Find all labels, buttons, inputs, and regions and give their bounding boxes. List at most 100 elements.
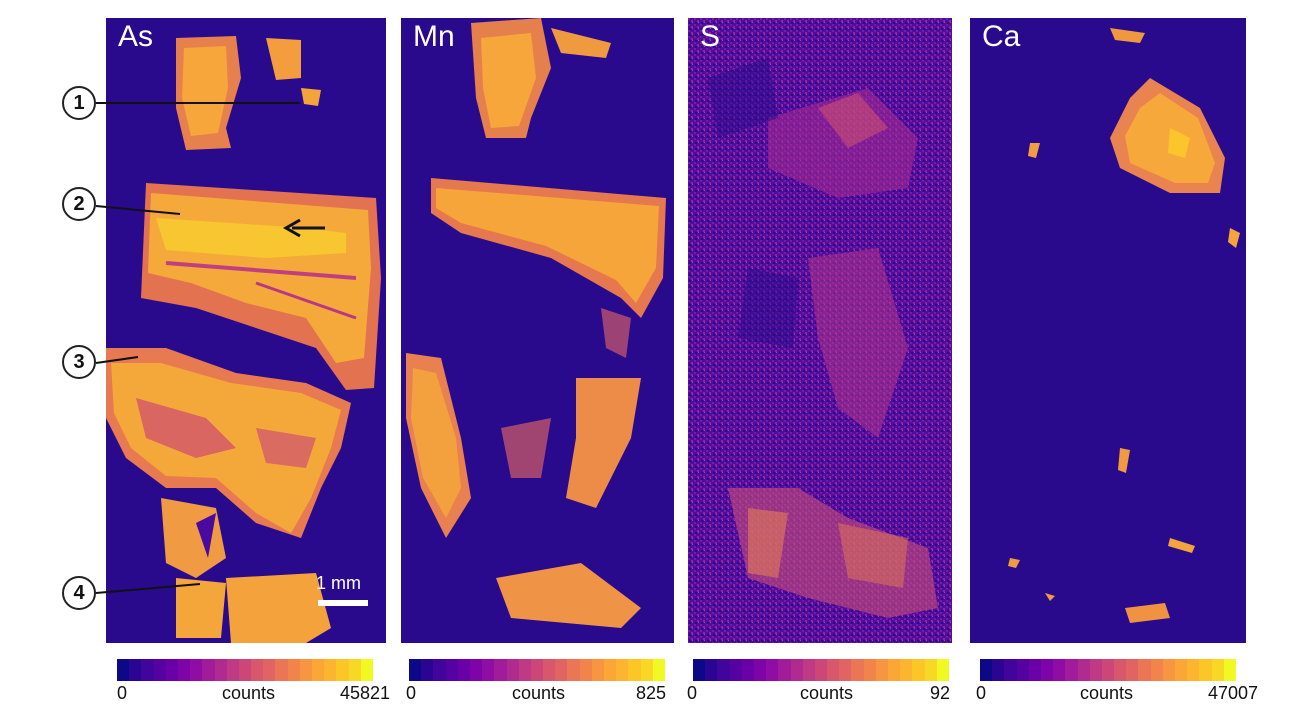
colorbar-segment <box>530 659 544 681</box>
colorbar-segment <box>616 659 629 681</box>
colorbar-segment <box>494 659 507 681</box>
map-panel-mn: Mn <box>401 18 674 643</box>
colorbar-ca-unit: counts <box>1080 683 1134 703</box>
colorbar-segment <box>202 659 215 681</box>
colorbar-segment <box>900 659 913 681</box>
colorbar-segment <box>912 659 925 681</box>
colorbar-s-min: 0 <box>687 683 698 703</box>
colorbar-segment <box>827 659 840 681</box>
colorbar-segment <box>299 659 312 681</box>
colorbar-segment <box>851 659 864 681</box>
colorbar-mn-min: 0 <box>406 683 417 703</box>
colorbar-segment <box>802 659 815 681</box>
colorbar-segment <box>640 659 653 681</box>
colorbar-as-min: 0 <box>117 683 128 703</box>
colorbar-segment <box>1004 659 1017 681</box>
colorbar-segment <box>1089 659 1102 681</box>
colorbar-segment <box>324 659 337 681</box>
colorbar-segment <box>555 659 568 681</box>
colorbar-segment <box>863 659 876 681</box>
panel-label-ca: Ca <box>982 20 1021 53</box>
map-panel-s: S <box>688 18 952 643</box>
colorbar-segment <box>1101 659 1115 681</box>
map-panel-ca: Ca <box>970 18 1246 643</box>
panel-label-s: S <box>700 20 721 53</box>
colorbar-segment <box>628 659 641 681</box>
colorbar-segment <box>153 659 166 681</box>
colorbar-segment <box>433 659 446 681</box>
colorbar-segment <box>360 659 373 681</box>
colorbar-segment <box>1162 659 1175 681</box>
colorbar-segment <box>117 659 130 681</box>
colorbar-segment <box>190 659 203 681</box>
colorbar-segment <box>165 659 178 681</box>
colorbar-segment <box>263 659 276 681</box>
colorbar-segment <box>839 659 852 681</box>
mn-map-image <box>401 18 674 643</box>
colorbar-segment <box>1114 659 1127 681</box>
colorbar-segment <box>1053 659 1066 681</box>
colorbar-s <box>693 659 949 681</box>
colorbar-segment <box>457 659 470 681</box>
as-map-image <box>106 18 386 643</box>
callout-2: 2 <box>62 187 96 221</box>
colorbar-segment <box>445 659 458 681</box>
colorbar-mn-unit: counts <box>512 683 566 703</box>
colorbar-segment <box>814 659 828 681</box>
colorbar-as-unit: counts <box>222 683 276 703</box>
colorbar-segment <box>579 659 592 681</box>
colorbar-segment <box>1150 659 1163 681</box>
callout-1: 1 <box>62 86 96 120</box>
colorbar-segment <box>141 659 154 681</box>
colorbar-segment <box>936 659 949 681</box>
colorbar-segment <box>790 659 803 681</box>
colorbar-segment <box>924 659 937 681</box>
colorbar-segment <box>482 659 495 681</box>
colorbar-segment <box>226 659 239 681</box>
colorbar-segment <box>992 659 1005 681</box>
callout-4: 4 <box>62 576 96 610</box>
colorbar-segment <box>287 659 300 681</box>
map-panel-as: As 1 mm <box>106 18 386 643</box>
colorbar-ca <box>980 659 1236 681</box>
colorbar-segment <box>604 659 617 681</box>
colorbar-segment <box>1028 659 1041 681</box>
colorbar-segment <box>1077 659 1090 681</box>
colorbar-segment <box>729 659 742 681</box>
colorbar-ca-min: 0 <box>976 683 987 703</box>
colorbar-segment <box>1211 659 1224 681</box>
colorbar-segment <box>1065 659 1078 681</box>
colorbar-segment <box>875 659 888 681</box>
colorbar-segment <box>275 659 288 681</box>
colorbar-segment <box>469 659 483 681</box>
colorbar-segment <box>705 659 718 681</box>
colorbar-segment <box>1223 659 1236 681</box>
colorbar-segment <box>336 659 349 681</box>
colorbar-s-max: 92 <box>930 683 951 703</box>
colorbar-segment <box>348 659 361 681</box>
colorbar-segment <box>753 659 767 681</box>
colorbar-segment <box>409 659 422 681</box>
colorbar-segment <box>1126 659 1139 681</box>
colorbar-segment <box>717 659 730 681</box>
colorbar-mn-max: 825 <box>636 683 667 703</box>
colorbar-as-max: 45821 <box>340 683 391 703</box>
colorbar-segment <box>1187 659 1200 681</box>
colorbar-segment <box>421 659 434 681</box>
colorbar-segment <box>1199 659 1212 681</box>
colorbar-segment <box>1175 659 1188 681</box>
ca-map-image <box>970 18 1246 643</box>
colorbar-segment <box>543 659 556 681</box>
colorbar-segment <box>980 659 993 681</box>
colorbar-ca-max: 47007 <box>1208 683 1259 703</box>
colorbar-segment <box>652 659 665 681</box>
colorbar-segment <box>591 659 604 681</box>
scale-bar-label: 1 mm <box>316 573 361 593</box>
colorbar-segment <box>766 659 779 681</box>
callout-3: 3 <box>62 345 96 379</box>
panel-label-as: As <box>118 20 154 53</box>
colorbar-segment <box>129 659 142 681</box>
colorbar-segment <box>251 659 264 681</box>
colorbar-segment <box>693 659 706 681</box>
colorbar-mn <box>409 659 665 681</box>
